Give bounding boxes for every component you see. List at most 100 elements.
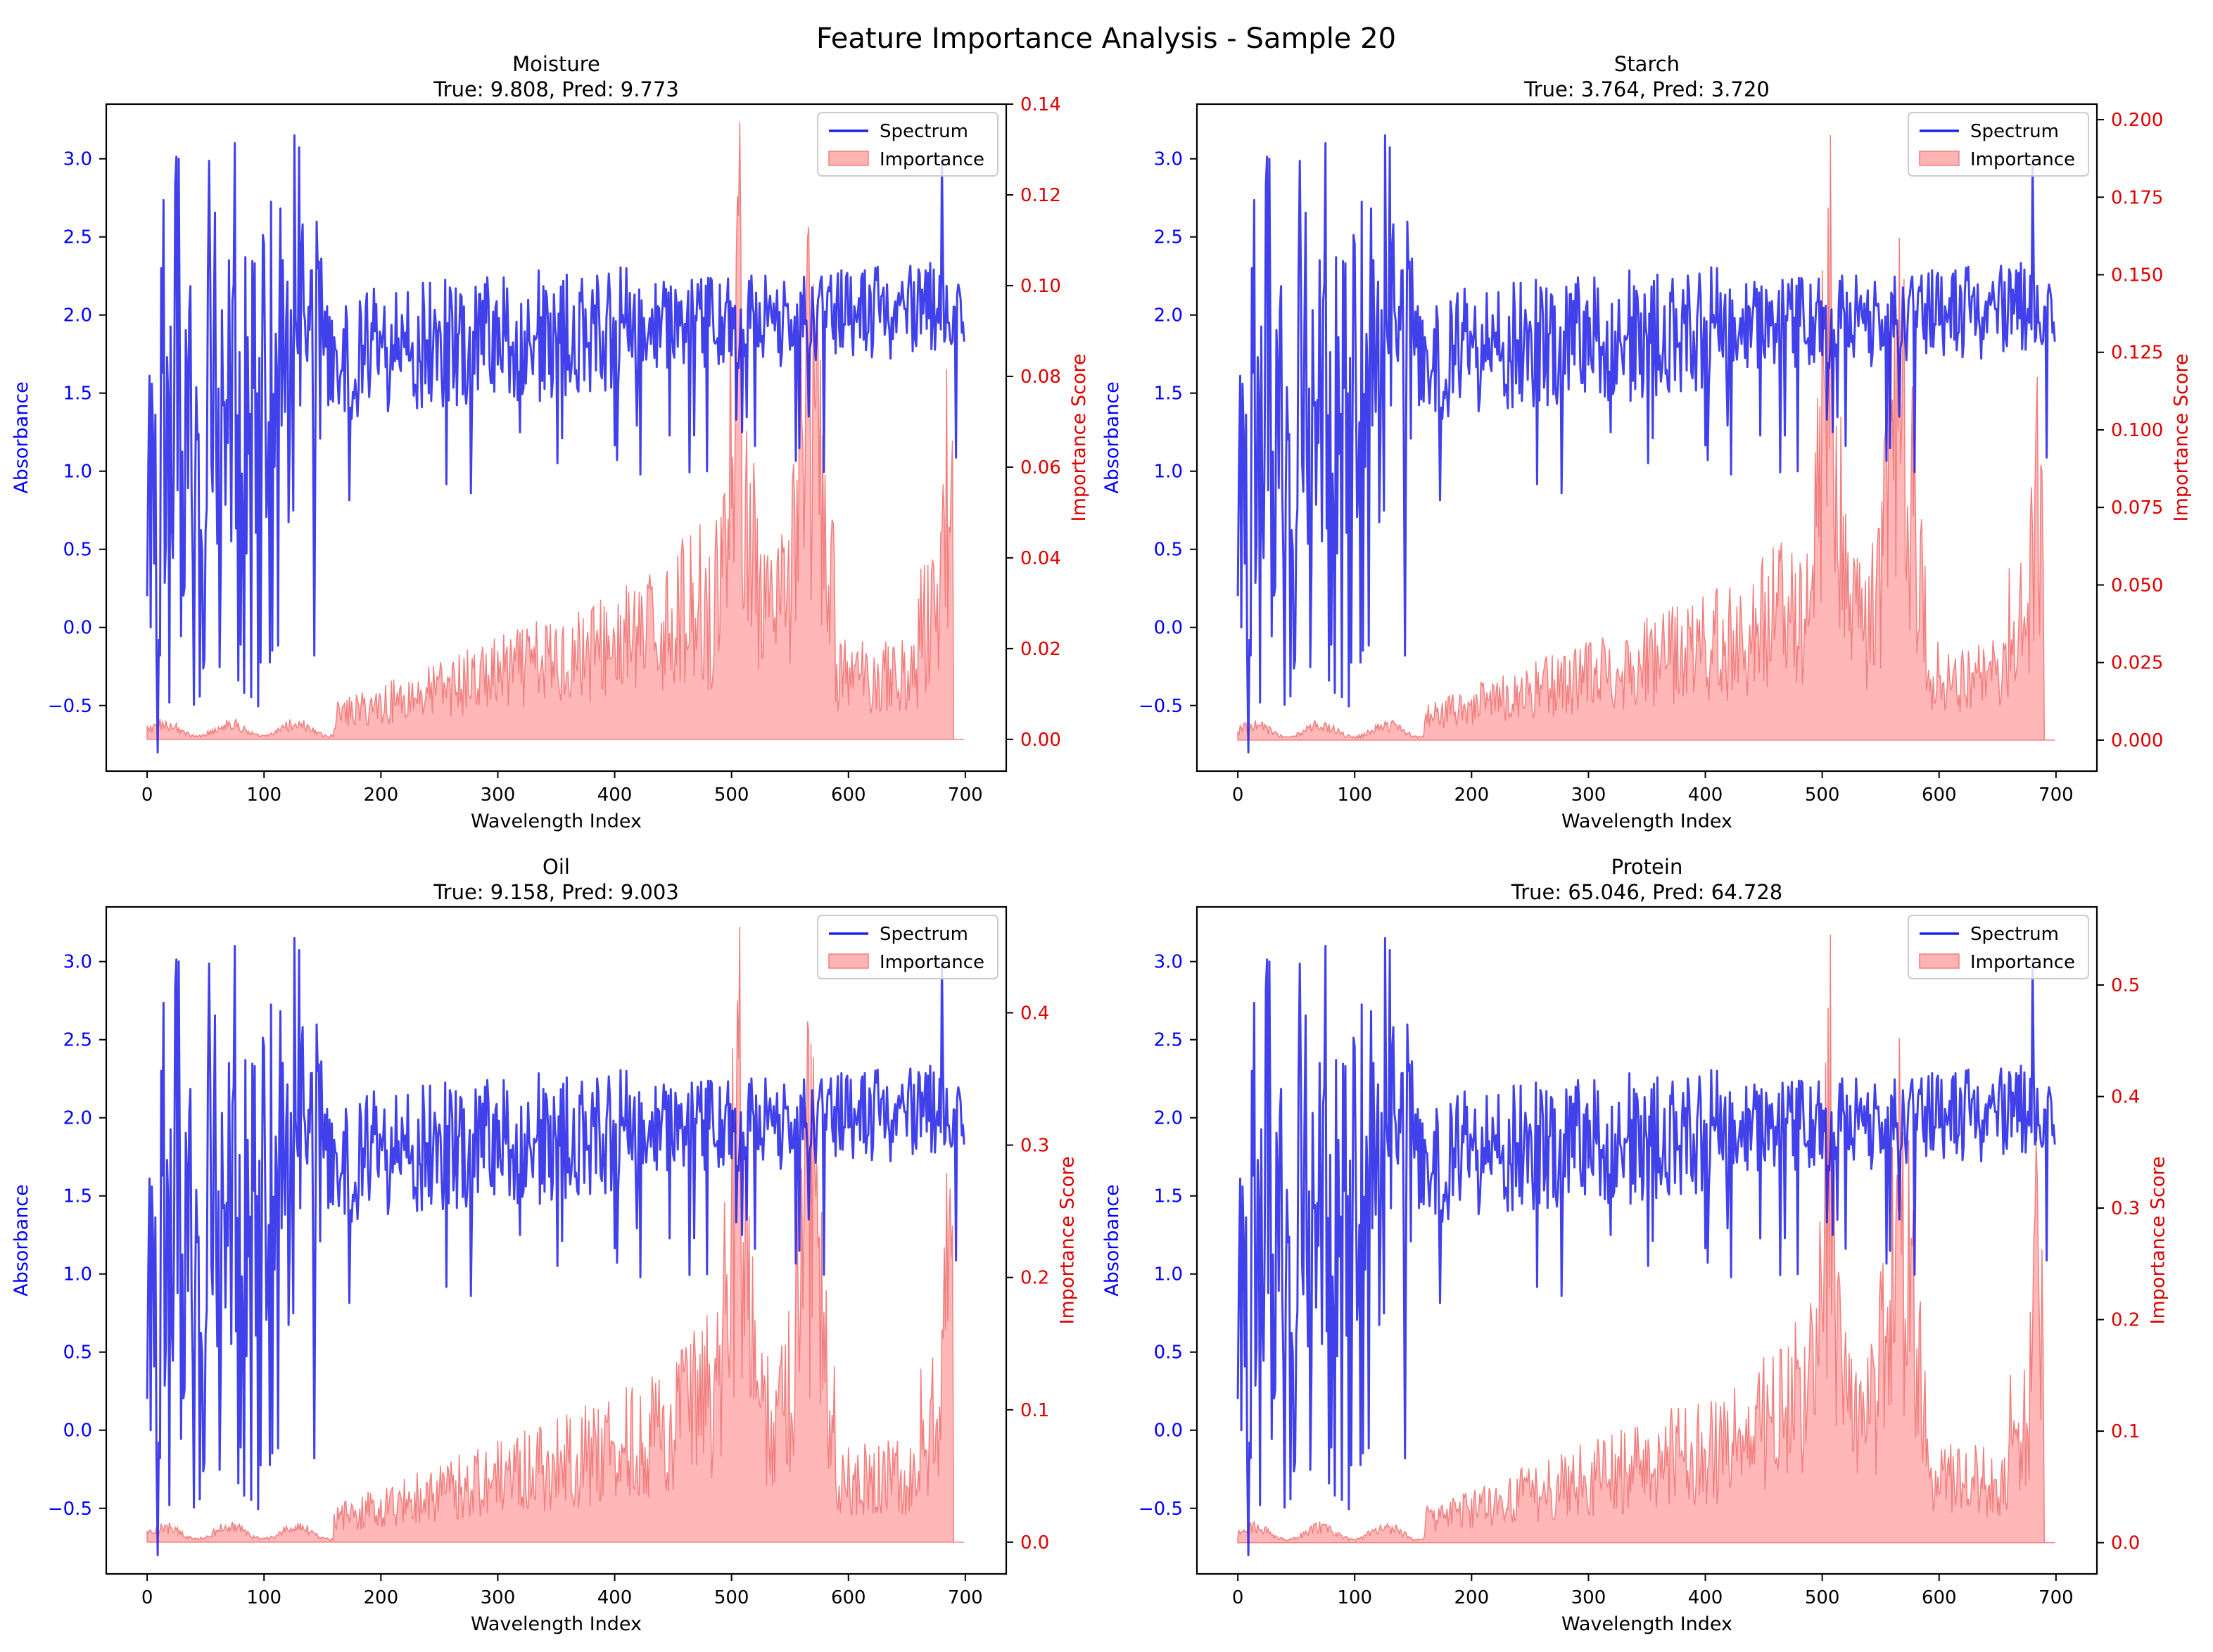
y-left-tick-label: −0.5 (48, 696, 92, 717)
y-right-tick-label: 0.4 (1020, 1003, 1049, 1024)
y-right-tick-label: 0.175 (2111, 187, 2163, 208)
legend-spectrum-label: Spectrum (880, 121, 968, 142)
x-tick-label: 400 (1688, 1587, 1723, 1608)
x-tick-label: 100 (246, 1587, 281, 1608)
x-tick-label: 0 (1232, 784, 1244, 806)
y-right-tick-label: 0.00 (1020, 730, 1061, 751)
x-tick-label: 300 (481, 784, 516, 806)
subplot-title: Moisture (512, 52, 600, 76)
y-right-tick-label: 0.2 (1020, 1268, 1049, 1289)
y-right-tick-label: 0.1 (2111, 1421, 2140, 1442)
x-tick-label: 600 (1922, 784, 1957, 806)
y-left-tick-label: 3.0 (1154, 952, 1183, 973)
x-tick-label: 700 (2038, 1587, 2074, 1608)
x-tick-label: 200 (1454, 784, 1490, 806)
legend-spectrum-label: Spectrum (1970, 121, 2059, 142)
x-tick-label: 400 (597, 1587, 633, 1608)
y-right-axis-label: Importance Score (2148, 1157, 2169, 1325)
y-left-axis-label: Absorbance (1101, 381, 1123, 494)
x-axis-label: Wavelength Index (471, 1613, 642, 1635)
y-right-tick-label: 0.1 (1020, 1400, 1049, 1421)
x-tick-label: 300 (1571, 1587, 1606, 1608)
x-axis-label: Wavelength Index (1561, 811, 1732, 832)
y-left-axis-label: Absorbance (11, 1184, 32, 1297)
y-right-tick-label: 0.025 (2111, 653, 2163, 674)
y-right-tick-label: 0.02 (1020, 639, 1061, 660)
subplot-title: Oil (543, 855, 570, 879)
y-left-tick-label: 2.0 (1154, 1108, 1183, 1129)
legend-importance-swatch (828, 953, 869, 969)
y-left-tick-label: 0.0 (63, 618, 92, 639)
importance-area (146, 927, 965, 1543)
legend-spectrum-label: Spectrum (1970, 924, 2059, 945)
y-left-tick-label: 0.5 (1154, 1342, 1183, 1364)
y-right-tick-label: 0.075 (2111, 497, 2163, 519)
y-left-tick-label: 0.0 (63, 1421, 92, 1442)
y-left-tick-label: 0.0 (1154, 618, 1183, 639)
y-left-tick-label: −0.5 (1139, 1499, 1183, 1520)
y-left-tick-label: 1.5 (63, 1186, 92, 1207)
subplot-title: Starch (1614, 52, 1680, 76)
y-right-axis-label: Importance Score (1057, 1157, 1079, 1325)
x-tick-label: 100 (1337, 1587, 1372, 1608)
y-left-tick-label: −0.5 (48, 1499, 92, 1520)
legend: Spectrum Importance (1908, 915, 2089, 979)
x-axis-label: Wavelength Index (471, 811, 642, 832)
y-right-tick-label: 0.06 (1020, 457, 1061, 478)
x-tick-label: 600 (831, 784, 866, 806)
y-right-tick-label: 0.14 (1020, 94, 1061, 115)
y-left-tick-label: 0.5 (63, 540, 92, 561)
x-tick-label: 500 (714, 1587, 749, 1608)
x-tick-label: 200 (1454, 1587, 1490, 1608)
y-right-tick-label: 0.100 (2111, 420, 2163, 441)
axes-frame (105, 906, 1008, 1575)
y-left-tick-label: 1.0 (63, 1264, 92, 1285)
y-left-axis-label: Absorbance (1101, 1184, 1123, 1297)
y-right-tick-label: 0.08 (1020, 367, 1061, 388)
y-right-tick-label: 0.0 (2111, 1533, 2140, 1554)
legend-importance-label: Importance (880, 952, 984, 973)
legend-importance-label: Importance (880, 149, 984, 170)
y-left-tick-label: 0.0 (1154, 1421, 1183, 1442)
legend-importance-swatch (1919, 953, 1960, 969)
y-left-tick-label: 2.5 (63, 227, 92, 248)
legend: Spectrum Importance (817, 915, 998, 979)
x-tick-label: 600 (1922, 1587, 1957, 1608)
y-right-tick-label: 0.5 (2111, 975, 2140, 996)
subplot-subtitle: True: 9.808, Pred: 9.773 (433, 77, 679, 101)
y-left-tick-label: 3.0 (1154, 149, 1183, 170)
x-tick-label: 700 (948, 1587, 983, 1608)
y-left-tick-label: 3.0 (63, 149, 92, 170)
x-tick-label: 0 (1232, 1587, 1244, 1608)
legend-importance-label: Importance (1970, 149, 2075, 170)
y-left-tick-label: 2.5 (1154, 1030, 1183, 1051)
subplot-subtitle: True: 65.046, Pred: 64.728 (1511, 880, 1782, 904)
legend: Spectrum Importance (1908, 112, 2089, 177)
axes-frame (105, 103, 1008, 773)
x-tick-label: 700 (948, 784, 983, 806)
y-right-tick-label: 0.125 (2111, 343, 2163, 364)
subplot-subtitle: True: 3.764, Pred: 3.720 (1523, 77, 1770, 101)
y-left-axis-label: Absorbance (11, 381, 32, 494)
x-tick-label: 500 (714, 784, 749, 806)
y-left-tick-label: 1.0 (1154, 462, 1183, 483)
x-tick-label: 500 (1805, 1587, 1840, 1608)
legend-importance-swatch (1919, 151, 1960, 166)
spectrum-line (1236, 936, 2056, 1556)
x-tick-label: 300 (481, 1587, 516, 1608)
legend-importance-swatch (828, 151, 869, 166)
spectrum-line (146, 134, 965, 754)
y-left-tick-label: 2.0 (63, 1108, 92, 1129)
x-tick-label: 400 (597, 784, 633, 806)
y-left-tick-label: 1.0 (1154, 1264, 1183, 1285)
y-left-tick-label: 0.5 (63, 1342, 92, 1364)
x-tick-label: 200 (364, 1587, 399, 1608)
y-right-tick-label: 0.3 (1020, 1136, 1049, 1157)
y-left-tick-label: 2.0 (63, 305, 92, 326)
y-left-tick-label: 1.5 (63, 383, 92, 405)
x-tick-label: 400 (1688, 784, 1723, 806)
